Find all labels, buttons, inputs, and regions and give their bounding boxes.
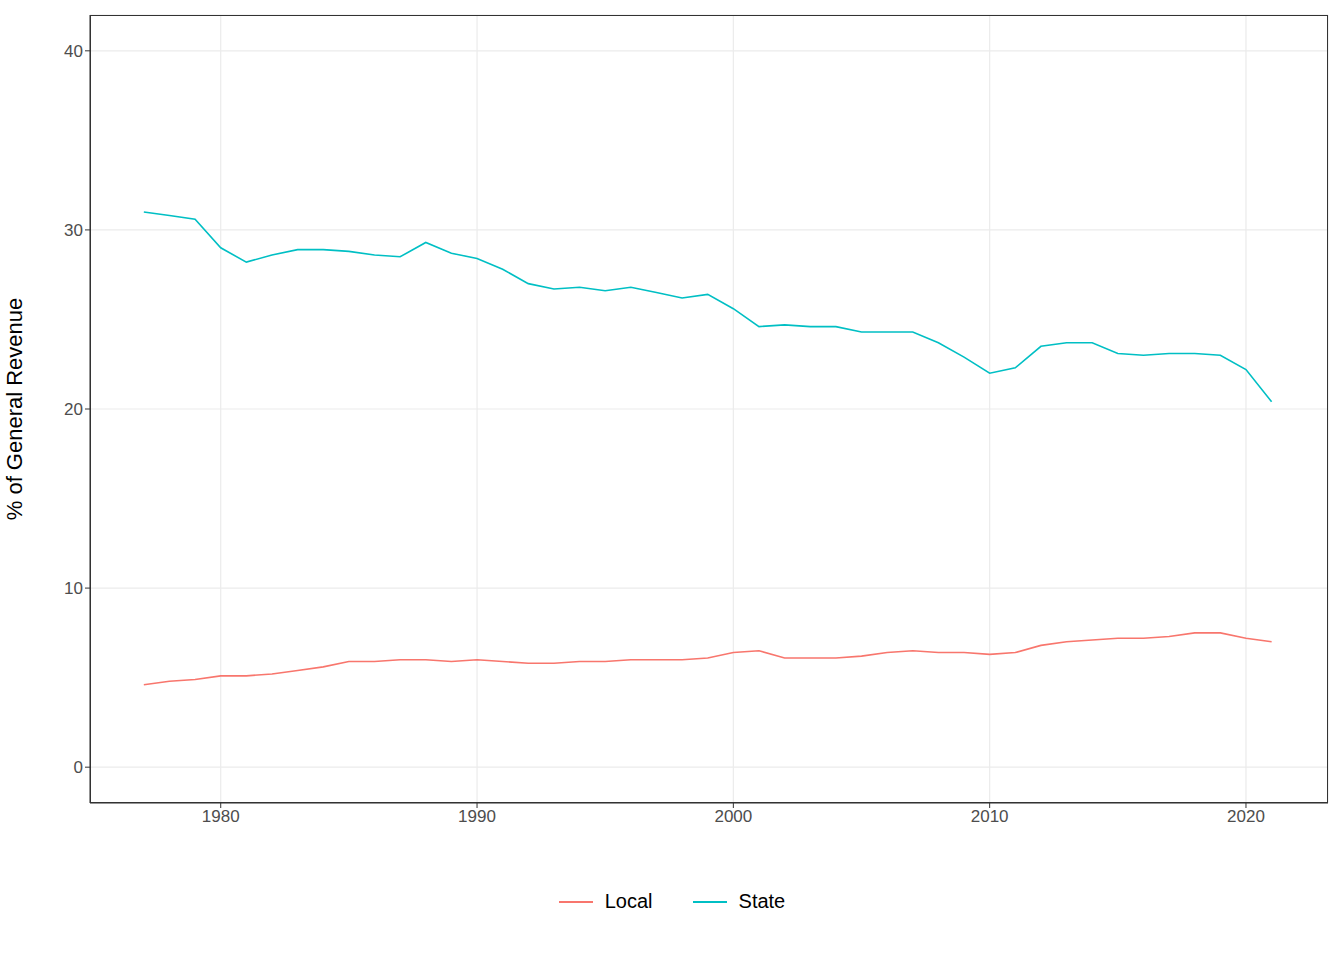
svg-text:% of General Revenue: % of General Revenue — [8, 298, 27, 521]
svg-text:2000: 2000 — [714, 807, 752, 826]
svg-text:0: 0 — [74, 758, 83, 777]
svg-text:10: 10 — [64, 579, 83, 598]
svg-text:20: 20 — [64, 400, 83, 419]
svg-text:1990: 1990 — [458, 807, 496, 826]
html-text:Local: Local — [604, 890, 653, 912]
html-text:State: State — [738, 890, 786, 912]
svg-text:2010: 2010 — [971, 807, 1009, 826]
svg-text:2020: 2020 — [1227, 807, 1265, 826]
svg-text:40: 40 — [64, 42, 83, 61]
svg-text:30: 30 — [64, 221, 83, 240]
svg-text:1980: 1980 — [202, 807, 240, 826]
